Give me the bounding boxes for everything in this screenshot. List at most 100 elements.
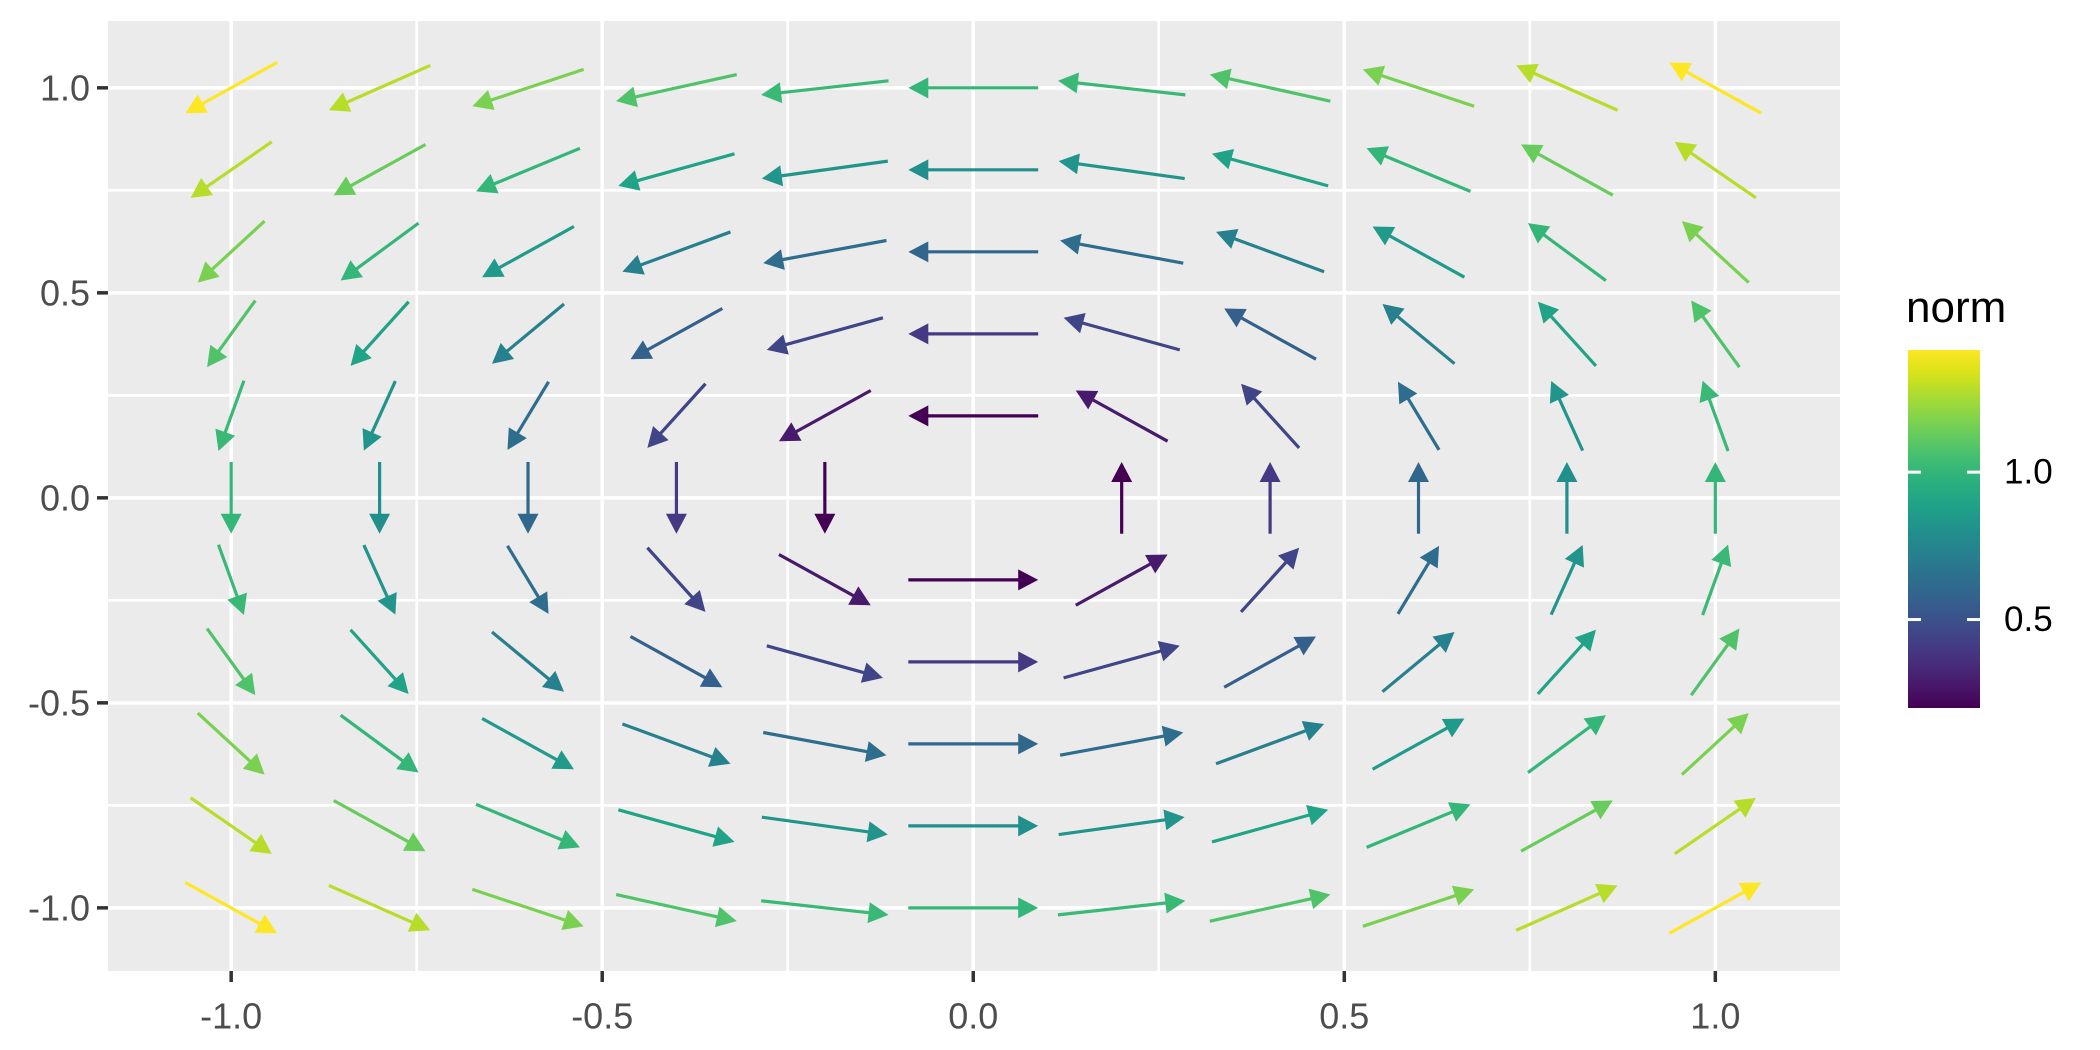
vector-arrow xyxy=(216,544,247,616)
arrow-shaft xyxy=(1085,394,1169,443)
arrow-head xyxy=(860,662,883,683)
vector-arrow xyxy=(908,815,1039,837)
arrow-head xyxy=(766,334,789,355)
arrow-head xyxy=(814,513,836,534)
arrow-shaft xyxy=(773,159,889,179)
arrow-head xyxy=(1432,631,1455,653)
vector-arrow xyxy=(908,77,1039,99)
arrow-head xyxy=(402,832,426,852)
y-axis-ticks xyxy=(97,86,108,910)
arrow-shaft xyxy=(1554,391,1585,452)
vector-arrow xyxy=(1397,381,1441,451)
arrow-shaft xyxy=(1239,555,1293,614)
arrow-head xyxy=(1157,641,1180,662)
arrow-shaft xyxy=(500,302,566,358)
vector-arrow xyxy=(1680,713,1749,776)
vector-arrow xyxy=(189,796,272,854)
arrow-head xyxy=(1590,800,1613,820)
x-axis-tick-labels: -1.0 -0.5 0.0 0.5 1.0 xyxy=(200,996,1740,1037)
vector-arrow xyxy=(1365,802,1471,849)
arrow-head xyxy=(1161,725,1184,747)
arrow-shaft xyxy=(490,630,556,686)
vector-arrow xyxy=(1549,381,1585,452)
arrow-head xyxy=(1397,381,1418,405)
vector-arrow xyxy=(908,897,1039,919)
vector-arrow xyxy=(332,799,426,852)
vector-arrow xyxy=(184,881,278,934)
arrow-shaft xyxy=(362,544,392,605)
x-tick-label: 1.0 xyxy=(1690,996,1740,1037)
arrow-head xyxy=(665,513,687,534)
arrow-head xyxy=(699,668,723,688)
arrow-head xyxy=(215,428,236,452)
arrow-head xyxy=(1681,221,1704,243)
arrow-head xyxy=(1447,802,1471,822)
vector-arrow xyxy=(1382,303,1456,365)
vector-arrow xyxy=(778,389,872,442)
arrow-shaft xyxy=(1059,733,1172,757)
vector-arrow xyxy=(908,405,1039,427)
vector-arrow xyxy=(1408,461,1430,534)
arrow-head xyxy=(1308,888,1331,910)
vector-arrow xyxy=(349,628,409,694)
arrow-head xyxy=(1419,545,1440,569)
vector-arrow xyxy=(1075,390,1169,443)
vector-arrow xyxy=(616,72,738,108)
y-tick-label: 1.0 xyxy=(40,67,90,108)
arrow-shaft xyxy=(1074,558,1158,607)
vector-arrow xyxy=(1515,883,1618,932)
x-axis-ticks xyxy=(229,971,1718,982)
arrow-shaft xyxy=(512,380,550,441)
vector-arrow xyxy=(362,544,397,615)
arrow-shaft xyxy=(1074,319,1181,352)
vector-arrow xyxy=(490,630,565,692)
vector-arrow xyxy=(1668,882,1762,935)
arrow-head xyxy=(1058,153,1080,175)
arrow-head xyxy=(377,592,397,615)
vector-arrow xyxy=(340,221,420,281)
vector-arrow xyxy=(1691,300,1741,369)
arrow-head xyxy=(714,906,737,928)
arrow-shaft xyxy=(357,300,410,359)
arrow-shaft xyxy=(1673,803,1747,856)
arrow-shaft xyxy=(1057,900,1174,917)
arrow-head xyxy=(908,77,929,99)
vector-arrow xyxy=(908,241,1039,263)
arrow-shaft xyxy=(184,881,268,929)
vector-arrow xyxy=(646,546,706,612)
arrow-head xyxy=(407,912,431,932)
arrow-shaft xyxy=(506,544,544,605)
vector-arrow xyxy=(1381,631,1455,693)
arrow-head xyxy=(1018,897,1039,919)
arrow-shaft xyxy=(1223,640,1307,689)
arrow-head xyxy=(340,260,363,281)
arrow-head xyxy=(908,241,929,263)
arrow-shaft xyxy=(1069,80,1186,97)
arrow-head xyxy=(1408,461,1430,482)
vector-arrow xyxy=(908,159,1039,181)
colorbar-labels: 1.0 0.5 xyxy=(2004,453,2053,639)
arrow-shaft xyxy=(189,796,263,849)
arrow-head xyxy=(1583,715,1606,736)
vector-arrow xyxy=(622,230,732,275)
vector-arrow xyxy=(1063,313,1181,352)
colorbar-tick-label: 0.5 xyxy=(2004,600,2053,639)
arrow-head xyxy=(1549,381,1569,404)
arrow-shaft xyxy=(216,544,242,605)
arrow-shaft xyxy=(205,219,266,276)
vector-arrow xyxy=(615,892,737,928)
arrow-shaft xyxy=(774,238,887,263)
arrow-head xyxy=(1018,815,1039,837)
arrow-head xyxy=(1738,882,1762,902)
arrow-head xyxy=(630,340,654,360)
arrow-shaft xyxy=(1515,888,1608,932)
vector-arrow xyxy=(908,323,1039,345)
vector-arrow xyxy=(1058,809,1185,837)
arrow-shaft xyxy=(1058,817,1173,837)
arrow-shaft xyxy=(1365,807,1460,849)
arrow-head xyxy=(1556,461,1578,482)
arrow-head xyxy=(778,422,802,442)
arrow-head xyxy=(864,741,887,762)
